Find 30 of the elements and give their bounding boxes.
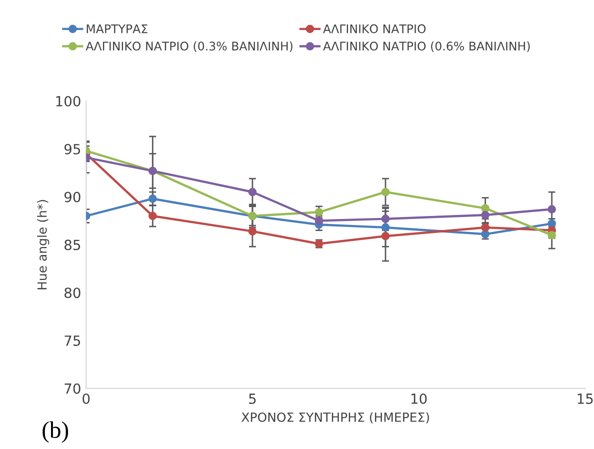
y-tick-label: 90 bbox=[64, 192, 80, 202]
y-tick-label: 70 bbox=[64, 383, 80, 394]
x-axis-title: ΧΡΟΝΟΣ ΣΥΝΤΗΡΗΣ (ΗΜΕΡΕΣ) bbox=[242, 412, 429, 424]
point bbox=[481, 204, 490, 212]
y-axis-title: Hue angle (h*) bbox=[37, 200, 50, 290]
point bbox=[381, 214, 390, 224]
x-tick-label: 0 bbox=[82, 393, 90, 404]
point bbox=[381, 232, 390, 240]
point bbox=[148, 194, 157, 203]
legend-label: ΑΛΓΙΝΙΚΟ ΝΑΤΡΙΟ bbox=[323, 24, 426, 34]
point bbox=[248, 227, 257, 236]
y-tick-label: 80 bbox=[64, 288, 80, 298]
x-tick-label: 15 bbox=[578, 394, 593, 404]
y-tick-label: 100 bbox=[56, 96, 80, 106]
point bbox=[248, 188, 257, 196]
x-tick-label: 5 bbox=[249, 394, 256, 404]
x-tick-label: 10 bbox=[411, 393, 427, 404]
point bbox=[381, 188, 390, 196]
point bbox=[548, 230, 556, 240]
legend-label: ΑΛΓΙΝΙΚΟ ΝΑΤΡΙΟ (0.3% ΒΑΝΙΛΙΝΗ) bbox=[86, 41, 292, 52]
y-tick-label: 95 bbox=[64, 144, 80, 154]
point bbox=[548, 205, 556, 214]
point bbox=[481, 210, 490, 220]
y-tick-label: 75 bbox=[64, 336, 80, 346]
legend-label: ΑΛΓΙΝΙΚΟ ΝΑΤΡΙΟ (0.6% ΒΑΝΙΛΙΝΗ) bbox=[323, 41, 530, 52]
y-tick-label: 85 bbox=[64, 240, 80, 250]
text: (b) bbox=[42, 421, 68, 443]
point bbox=[381, 223, 390, 232]
point bbox=[148, 212, 157, 220]
legend-label: ΜΑΡΤΥΡΑΣ bbox=[86, 24, 148, 34]
